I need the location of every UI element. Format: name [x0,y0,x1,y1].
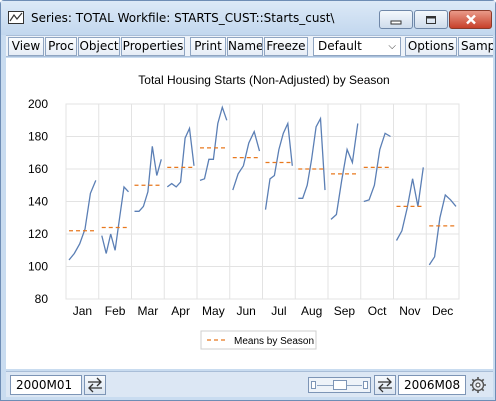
season-series-line [69,180,96,260]
slider-start-handle[interactable] [311,381,316,389]
swap-end-button[interactable] [374,375,396,395]
graph-area: Total Housing Starts (Non-Adjusted) by S… [6,58,493,369]
y-tick-label: 200 [28,97,48,111]
status-bar: 2000M01 2006M08 [6,371,493,397]
y-tick-label: 80 [35,292,49,306]
chevron-down-icon: ⌵ [388,38,396,55]
window-title: Series: TOTAL Workfile: STARTS_CUST::Sta… [31,11,334,25]
y-tick-label: 140 [28,195,48,209]
view-select-value: Default [318,39,362,53]
grid-lines [66,104,459,299]
season-series-line [397,167,424,240]
maximize-icon [425,15,437,25]
name-button[interactable]: Name [227,37,263,56]
maximize-button[interactable] [414,10,448,29]
x-tick-label: Oct [368,304,387,318]
close-icon [465,14,477,25]
properties-button[interactable]: Properties [121,37,185,56]
swap-arrows-icon [375,376,395,394]
series-icon [8,11,24,24]
close-button[interactable] [449,10,492,29]
view-button[interactable]: View [8,37,44,56]
x-tick-label: Nov [399,304,420,318]
x-tick-label: Sep [334,304,356,318]
y-tick-label: 120 [28,227,48,241]
gear-icon[interactable] [469,376,487,394]
x-tick-label: Dec [432,304,453,318]
toolbar: View Proc Object Properties Print Name F… [6,35,493,57]
minimize-icon [390,15,402,25]
freeze-button[interactable]: Freeze [264,37,308,56]
x-axis: Jan Feb Mar Apr May Jun Jul Aug Sep Oct Nov Dec [73,304,454,318]
x-tick-label: Mar [138,304,159,318]
swap-arrows-icon [85,376,105,394]
x-tick-label: Jan [73,304,92,318]
options-button[interactable]: Options [405,37,457,56]
season-series-line [429,195,456,265]
y-axis: 80 100 120 140 160 180 200 [28,97,48,306]
view-select[interactable]: Default ⌵ [313,37,401,56]
chart-title: Total Housing Starts (Non-Adjusted) by S… [138,73,389,87]
sample-button[interactable]: Samp [458,37,493,56]
minimize-button[interactable] [379,10,413,29]
season-series-line [233,132,260,191]
end-date-field[interactable]: 2006M08 [398,375,466,395]
swap-start-button[interactable] [84,375,106,395]
y-tick-label: 180 [28,130,48,144]
x-tick-label: May [202,304,225,318]
x-tick-label: Aug [301,304,322,318]
y-tick-label: 100 [28,260,48,274]
y-tick-label: 160 [28,162,48,176]
season-series-line [331,124,358,220]
legend: Means by Season [201,331,316,349]
slider-end-handle[interactable] [363,381,368,389]
x-tick-label: Jul [271,304,286,318]
object-button[interactable]: Object [78,37,120,56]
season-series-line [298,119,325,199]
x-tick-label: Jun [236,304,255,318]
title-bar[interactable]: Series: TOTAL Workfile: STARTS_CUST::Sta… [1,1,495,35]
seasonal-chart: Total Housing Starts (Non-Adjusted) by S… [6,58,493,369]
x-tick-label: Feb [105,304,126,318]
legend-means-label: Means by Season [234,336,314,347]
season-series-line [167,128,194,187]
print-button[interactable]: Print [190,37,226,56]
sample-range-slider[interactable] [308,377,371,393]
slider-thumb[interactable] [333,380,347,390]
season-series-line [102,187,129,254]
start-date-field[interactable]: 2000M01 [10,375,82,395]
proc-button[interactable]: Proc [45,37,77,56]
x-tick-label: Apr [171,304,190,318]
